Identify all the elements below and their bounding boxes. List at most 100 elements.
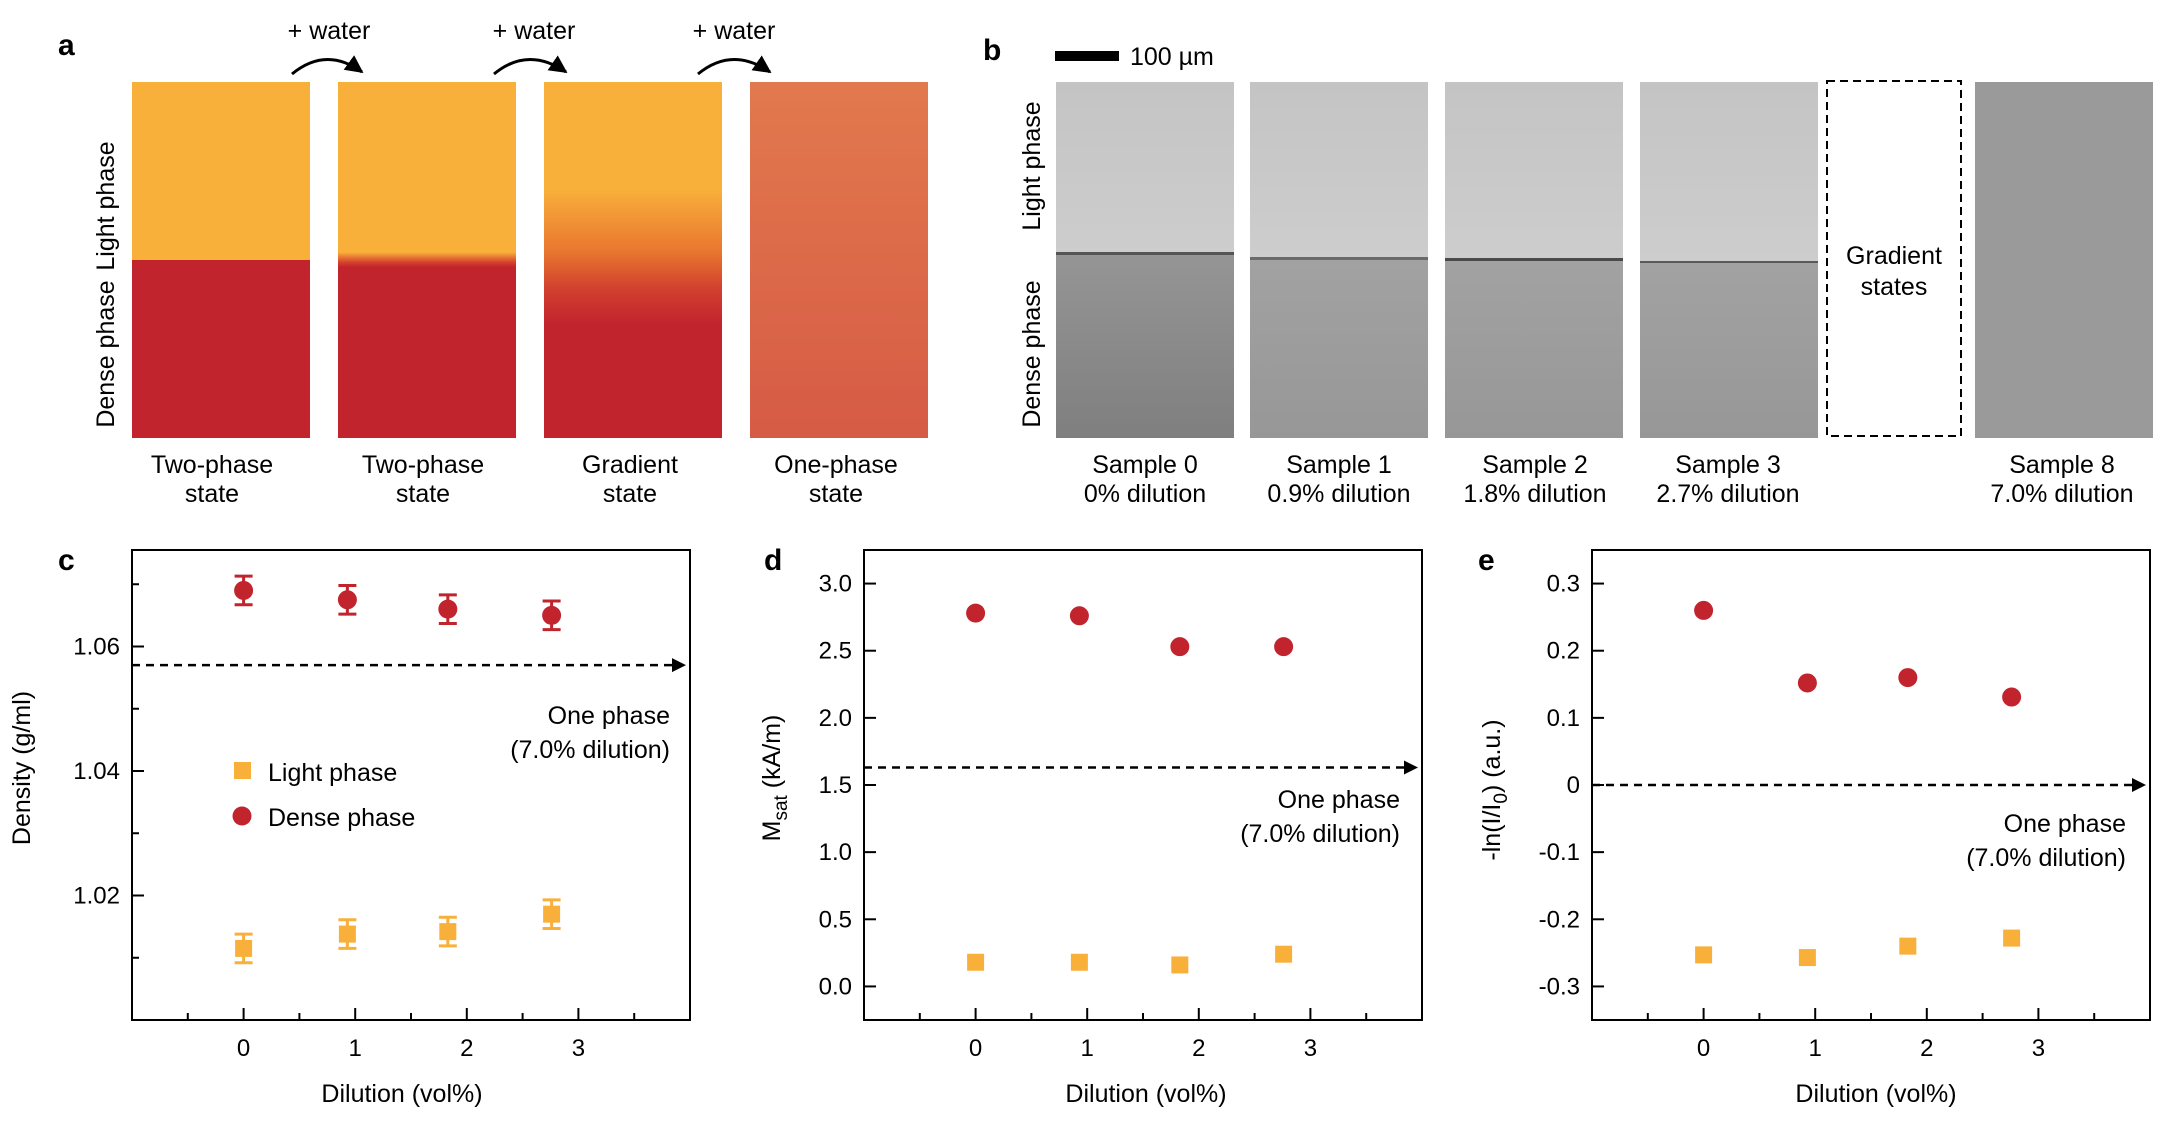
micrograph-sample-3 <box>1640 82 1818 438</box>
sample-8-name: Sample 8 <box>2009 451 2115 479</box>
dense-phase-point <box>1069 606 1089 626</box>
light-phase-point <box>1798 949 1816 967</box>
chart-c-plot: 0 1 2 3 1.02 1.04 1.06 <box>73 549 691 1062</box>
panel-b-ylabel-light: Light phase <box>1018 101 1046 230</box>
gradient-states-box: Gradient states <box>1826 80 1962 437</box>
chart-c-legend: Light phase Dense phase <box>232 759 415 832</box>
state-4-one-phase-box <box>750 82 928 438</box>
x-tick-label: 3 <box>1304 1035 1317 1062</box>
plot-frame <box>1591 549 2151 1021</box>
panel-b-ylabel-dense: Dense phase <box>1018 280 1046 427</box>
water-label: + water <box>493 17 576 45</box>
y-tick-label: 0.2 <box>1547 638 1580 665</box>
y-tick-label: 1.06 <box>73 633 120 660</box>
panel-a: a Light phase Dense phase + water + wate… <box>58 17 928 508</box>
light-phase-point <box>1171 956 1189 974</box>
gradient-states-line2: states <box>1861 273 1928 301</box>
gradient-states-line1: Gradient <box>1846 242 1942 270</box>
y-tick-label: -0.2 <box>1539 906 1580 933</box>
plot-frame <box>863 549 1423 1021</box>
chart-e-ref-label-1: One phase <box>2004 810 2126 838</box>
x-tick-label: 0 <box>969 1035 982 1062</box>
x-tick-label: 1 <box>1081 1035 1094 1062</box>
svg-text:-ln(I/I0) (a.u.): -ln(I/I0) (a.u.) <box>1478 719 1512 860</box>
panel-b: b 100 µm Light phase Dense phase Gradie <box>983 34 2153 508</box>
water-label: + water <box>288 17 371 45</box>
panel-c: c 0 1 2 3 1.02 1.04 1.06 Dilution (vol%) Densi… <box>8 544 691 1108</box>
chart-d-ylabel: Msat (kA/m) <box>758 715 792 842</box>
sample-3-dilution: 2.7% dilution <box>1656 480 1799 508</box>
sample-3-name: Sample 3 <box>1675 451 1781 479</box>
state-1-label-line1: Two-phase <box>151 451 273 479</box>
sample-1-name: Sample 1 <box>1286 451 1392 479</box>
micrograph-sample-2 <box>1445 82 1623 438</box>
y-tick-label: 2.5 <box>819 638 852 665</box>
state-1-label-line2: state <box>185 480 239 508</box>
water-label: + water <box>693 17 776 45</box>
chart-e-ylabel-pre: -ln(I/I <box>1478 804 1506 861</box>
scale-bar-label: 100 µm <box>1130 43 1214 71</box>
light-phase-point <box>235 939 253 957</box>
y-tick-label: 0.3 <box>1547 571 1580 598</box>
dense-phase-point <box>337 590 357 610</box>
x-tick-label: 2 <box>1192 1035 1205 1062</box>
chart-e-xlabel: Dilution (vol%) <box>1795 1080 1956 1108</box>
curved-arrow-icon <box>493 55 568 76</box>
panel-a-ylabel-light: Light phase <box>92 141 120 270</box>
sample-2-name: Sample 2 <box>1482 451 1588 479</box>
state-3-label-line2: state <box>603 480 657 508</box>
x-tick-label: 1 <box>349 1035 362 1062</box>
scale-bar <box>1055 51 1119 61</box>
chart-e-ylabel-sub: 0 <box>1491 793 1512 804</box>
curved-arrow-icon <box>697 55 772 76</box>
light-phase-point <box>543 905 561 923</box>
x-tick-label: 3 <box>2032 1035 2045 1062</box>
reference-arrow-icon <box>1404 760 1418 775</box>
chart-d-ylabel-unit: (kA/m) <box>758 715 786 796</box>
light-phase-point <box>439 923 457 941</box>
panel-e: e 0 1 2 3 0.3 0.2 0.1 0 -0.1 -0.2 -0.3 Dilution (v… <box>1478 544 2151 1108</box>
micrograph-sample-1 <box>1250 82 1428 438</box>
light-phase-point <box>967 953 985 971</box>
y-tick-label: 2.0 <box>819 705 852 732</box>
legend-light-marker <box>234 762 251 779</box>
dense-phase-point <box>234 580 254 600</box>
dense-phase-point <box>1274 637 1294 657</box>
reference-arrow-icon <box>2132 778 2146 792</box>
sample-0-dilution: 0% dilution <box>1084 480 1206 508</box>
sample-2-dilution: 1.8% dilution <box>1463 480 1606 508</box>
panel-d: d 0 1 2 3 0.0 0.5 1.0 1.5 2.0 2.5 3.0 Dilution (vo… <box>758 544 1423 1108</box>
plot-frame <box>131 549 691 1021</box>
chart-d-ref-label-2: (7.0% dilution) <box>1240 820 1400 848</box>
y-tick-label: -0.3 <box>1539 973 1580 1000</box>
chart-d-ylabel-sub: sat <box>771 794 792 820</box>
panel-letter-c: c <box>58 544 75 577</box>
light-phase-point <box>2003 929 2021 947</box>
dense-phase-point <box>1170 637 1190 657</box>
y-tick-label: 3.0 <box>819 571 852 598</box>
micrograph-sample-0 <box>1056 82 1234 438</box>
dense-phase-point <box>1898 668 1918 688</box>
chart-c-ref-label-1: One phase <box>548 702 670 730</box>
dense-phase-point <box>966 603 986 623</box>
chart-e-ref-label-2: (7.0% dilution) <box>1966 844 2126 872</box>
light-phase-point <box>1899 937 1917 955</box>
panel-a-ylabel-dense: Dense phase <box>92 280 120 427</box>
x-tick-label: 0 <box>237 1035 250 1062</box>
x-tick-label: 1 <box>1809 1035 1822 1062</box>
chart-e-plot: 0 1 2 3 0.3 0.2 0.1 0 -0.1 -0.2 -0.3 <box>1539 549 2151 1062</box>
y-tick-label: 1.04 <box>73 758 120 785</box>
chart-d-plot: 0 1 2 3 0.0 0.5 1.0 1.5 2.0 2.5 3.0 <box>819 549 1423 1062</box>
chart-c-ylabel: Density (g/ml) <box>8 691 36 845</box>
state-4-label-line1: One-phase <box>774 451 898 479</box>
water-arrow-3: + water <box>693 17 776 76</box>
chart-e-ylabel: -ln(I/I0) (a.u.) <box>1478 719 1512 860</box>
light-phase-point <box>1695 946 1713 964</box>
state-3-label-line1: Gradient <box>582 451 678 479</box>
state-4-label-line2: state <box>809 480 863 508</box>
sample-1-dilution: 0.9% dilution <box>1267 480 1410 508</box>
y-tick-label: 0.1 <box>1547 705 1580 732</box>
panel-letter-d: d <box>764 544 782 577</box>
state-2-label-line2: state <box>396 480 450 508</box>
